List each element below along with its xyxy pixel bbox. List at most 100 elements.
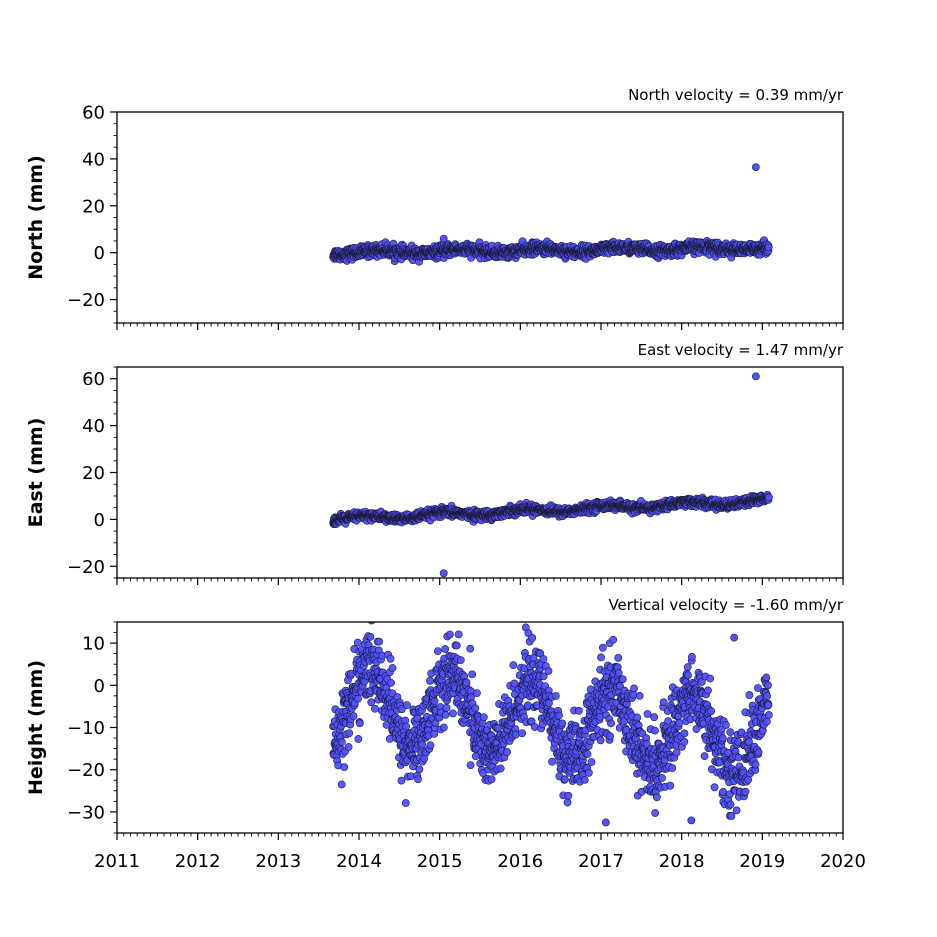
east-points bbox=[329, 372, 773, 578]
data-point bbox=[680, 737, 689, 746]
data-point bbox=[353, 638, 362, 647]
data-point bbox=[551, 692, 560, 700]
data-point bbox=[388, 664, 397, 672]
data-point bbox=[583, 750, 592, 759]
outlier-point bbox=[751, 372, 760, 381]
data-point bbox=[430, 697, 439, 706]
height-points bbox=[329, 593, 773, 827]
data-point bbox=[446, 630, 454, 639]
data-point bbox=[471, 704, 480, 713]
data-point bbox=[375, 637, 384, 646]
data-point bbox=[466, 761, 475, 770]
y-tick-label: 60 bbox=[82, 369, 105, 390]
data-point bbox=[666, 781, 675, 790]
outlier-point bbox=[751, 163, 760, 171]
data-point bbox=[635, 692, 644, 700]
data-point bbox=[385, 735, 394, 743]
data-point bbox=[643, 710, 652, 718]
data-point bbox=[683, 663, 692, 672]
y-tick-label: 20 bbox=[82, 463, 105, 484]
data-point bbox=[509, 661, 518, 670]
data-point bbox=[598, 643, 607, 652]
north-points bbox=[329, 163, 773, 266]
east-y-axis-label: East (mm) bbox=[25, 418, 47, 528]
data-point bbox=[496, 764, 505, 773]
data-point bbox=[402, 701, 411, 710]
data-point bbox=[680, 729, 689, 738]
data-point bbox=[539, 655, 548, 663]
data-point bbox=[618, 675, 627, 684]
north-axes-frame bbox=[116, 111, 844, 324]
data-point bbox=[584, 768, 593, 777]
data-point bbox=[371, 704, 379, 713]
data-point bbox=[426, 676, 434, 685]
data-point bbox=[596, 736, 605, 745]
data-point bbox=[349, 712, 358, 721]
data-point bbox=[528, 634, 537, 642]
y-tick-label: 20 bbox=[82, 196, 105, 217]
north-velocity-annotation: North velocity = 0.39 mm/yr bbox=[628, 86, 844, 104]
data-point bbox=[487, 775, 496, 784]
data-point bbox=[614, 653, 623, 662]
data-point bbox=[558, 719, 567, 728]
east-axes-frame bbox=[116, 366, 844, 579]
data-point bbox=[441, 711, 450, 719]
data-point bbox=[503, 748, 511, 756]
data-point bbox=[479, 713, 488, 722]
data-point bbox=[597, 653, 605, 662]
data-point bbox=[575, 706, 583, 715]
data-point bbox=[764, 493, 773, 502]
data-point bbox=[367, 622, 376, 625]
data-point bbox=[402, 722, 410, 731]
data-point bbox=[354, 694, 362, 703]
data-point bbox=[700, 752, 709, 761]
data-point bbox=[439, 723, 448, 732]
data-point bbox=[456, 656, 465, 665]
y-tick-label: 60 bbox=[82, 103, 105, 124]
data-point bbox=[684, 671, 692, 680]
data-point bbox=[609, 635, 618, 644]
data-point bbox=[668, 764, 677, 772]
data-point bbox=[354, 735, 363, 743]
data-point bbox=[688, 653, 696, 661]
data-point bbox=[386, 654, 395, 663]
data-point bbox=[397, 776, 406, 785]
y-tick-label: 40 bbox=[82, 149, 105, 170]
data-point bbox=[580, 776, 589, 784]
data-point bbox=[473, 689, 481, 698]
data-point bbox=[564, 791, 573, 800]
data-point bbox=[651, 726, 659, 735]
data-point bbox=[345, 729, 354, 737]
data-point bbox=[337, 738, 346, 747]
outlier-point bbox=[439, 569, 448, 578]
data-point bbox=[614, 669, 623, 677]
data-point bbox=[560, 775, 569, 784]
data-point bbox=[369, 593, 376, 600]
data-point bbox=[764, 243, 773, 252]
data-point bbox=[658, 774, 666, 782]
data-point bbox=[401, 799, 410, 807]
data-point bbox=[468, 670, 477, 679]
data-point bbox=[344, 743, 353, 751]
data-point bbox=[442, 703, 451, 712]
data-point bbox=[454, 630, 463, 639]
data-point bbox=[630, 684, 638, 693]
data-point bbox=[452, 641, 461, 650]
data-point bbox=[415, 765, 424, 774]
data-point bbox=[651, 809, 660, 817]
data-point bbox=[511, 730, 520, 739]
data-point bbox=[659, 698, 668, 707]
data-point bbox=[530, 723, 539, 731]
data-point bbox=[555, 711, 563, 720]
north-y-axis-label: North (mm) bbox=[25, 155, 47, 280]
data-point bbox=[448, 709, 457, 718]
data-point bbox=[340, 763, 349, 772]
data-point bbox=[607, 719, 615, 728]
data-point bbox=[652, 793, 661, 802]
data-point bbox=[355, 719, 364, 728]
data-point bbox=[675, 719, 684, 727]
